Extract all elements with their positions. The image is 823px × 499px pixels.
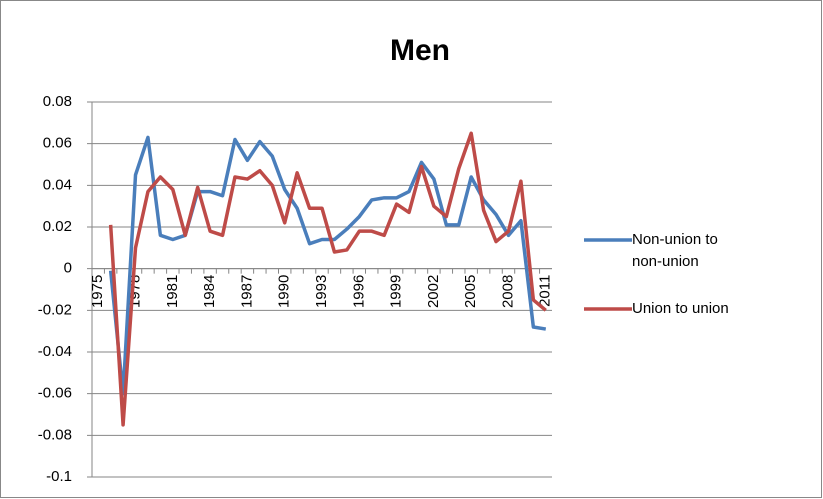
y-tick-label: -0.1 — [46, 468, 72, 485]
series-line — [108, 131, 547, 427]
x-tick-label: 1981 — [164, 275, 181, 308]
series-line — [108, 135, 547, 396]
x-tick-label: 1996 — [350, 275, 367, 308]
y-tick-label: 0.04 — [43, 176, 72, 193]
y-tick-label: 0 — [64, 260, 72, 277]
y-tick-label: -0.06 — [38, 385, 72, 402]
y-tick-label: 0.08 — [43, 93, 72, 110]
y-tick-label: -0.02 — [38, 301, 72, 318]
x-tick-label: 1993 — [313, 275, 330, 308]
y-tick-label: 0.02 — [43, 218, 72, 235]
y-tick-label: -0.08 — [38, 426, 72, 443]
y-tick-label: -0.04 — [38, 343, 72, 360]
y-tick-label: 0.06 — [43, 135, 72, 152]
x-tick-label: 1990 — [276, 275, 293, 308]
x-tick-label: 1984 — [201, 275, 218, 308]
x-tick-label: 2002 — [425, 275, 442, 308]
x-tick-label: 2008 — [499, 275, 516, 308]
x-tick-label: 2011 — [537, 275, 554, 307]
x-tick-label: 1999 — [388, 275, 405, 308]
x-tick-label: 2005 — [462, 275, 479, 308]
x-tick-label: 1987 — [238, 275, 255, 308]
chart-title: Men — [390, 34, 450, 67]
legend-label: Non-union to non-union — [632, 231, 718, 270]
legend-label: Union to union — [632, 300, 729, 317]
x-tick-label: 1975 — [89, 275, 106, 308]
